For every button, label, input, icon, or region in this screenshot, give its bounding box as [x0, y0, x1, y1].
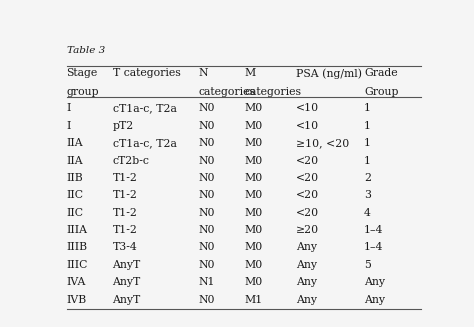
- Text: 5: 5: [364, 260, 371, 270]
- Text: cT1a-c, T2a: cT1a-c, T2a: [112, 138, 176, 148]
- Text: N0: N0: [199, 225, 215, 235]
- Text: cT2b-c: cT2b-c: [112, 156, 149, 165]
- Text: N0: N0: [199, 190, 215, 200]
- Text: cT1a-c, T2a: cT1a-c, T2a: [112, 103, 176, 113]
- Text: M0: M0: [245, 208, 263, 218]
- Text: M0: M0: [245, 173, 263, 183]
- Text: 1: 1: [364, 103, 371, 113]
- Text: M0: M0: [245, 277, 263, 287]
- Text: 2: 2: [364, 173, 371, 183]
- Text: ≥10, <20: ≥10, <20: [296, 138, 349, 148]
- Text: N0: N0: [199, 295, 215, 304]
- Text: IIA: IIA: [66, 156, 83, 165]
- Text: 3: 3: [364, 190, 371, 200]
- Text: 1–4: 1–4: [364, 225, 383, 235]
- Text: <10: <10: [296, 121, 319, 131]
- Text: IVA: IVA: [66, 277, 86, 287]
- Text: PSA (ng/ml): PSA (ng/ml): [296, 68, 362, 79]
- Text: Group: Group: [364, 87, 399, 97]
- Text: M0: M0: [245, 156, 263, 165]
- Text: AnyT: AnyT: [112, 295, 141, 304]
- Text: 1–4: 1–4: [364, 242, 383, 252]
- Text: IIIB: IIIB: [66, 242, 88, 252]
- Text: AnyT: AnyT: [112, 260, 141, 270]
- Text: 4: 4: [364, 208, 371, 218]
- Text: Any: Any: [296, 242, 317, 252]
- Text: <20: <20: [296, 208, 319, 218]
- Text: <20: <20: [296, 190, 319, 200]
- Text: N0: N0: [199, 103, 215, 113]
- Text: N0: N0: [199, 121, 215, 131]
- Text: ≥20: ≥20: [296, 225, 319, 235]
- Text: T3-4: T3-4: [112, 242, 137, 252]
- Text: T1-2: T1-2: [112, 173, 137, 183]
- Text: N0: N0: [199, 242, 215, 252]
- Text: 1: 1: [364, 121, 371, 131]
- Text: IIIA: IIIA: [66, 225, 88, 235]
- Text: 1: 1: [364, 138, 371, 148]
- Text: M0: M0: [245, 225, 263, 235]
- Text: T1-2: T1-2: [112, 225, 137, 235]
- Text: Any: Any: [296, 260, 317, 270]
- Text: categories: categories: [245, 87, 302, 97]
- Text: N0: N0: [199, 208, 215, 218]
- Text: Any: Any: [296, 277, 317, 287]
- Text: N1: N1: [199, 277, 215, 287]
- Text: <10: <10: [296, 103, 319, 113]
- Text: Stage: Stage: [66, 68, 98, 78]
- Text: I: I: [66, 121, 71, 131]
- Text: T1-2: T1-2: [112, 190, 137, 200]
- Text: pT2: pT2: [112, 121, 134, 131]
- Text: M0: M0: [245, 138, 263, 148]
- Text: N0: N0: [199, 260, 215, 270]
- Text: Any: Any: [364, 295, 385, 304]
- Text: IIIC: IIIC: [66, 260, 88, 270]
- Text: group: group: [66, 87, 99, 97]
- Text: N0: N0: [199, 173, 215, 183]
- Text: M: M: [245, 68, 256, 78]
- Text: Any: Any: [364, 277, 385, 287]
- Text: IIC: IIC: [66, 208, 83, 218]
- Text: N: N: [199, 68, 209, 78]
- Text: IIA: IIA: [66, 138, 83, 148]
- Text: <20: <20: [296, 173, 319, 183]
- Text: IVB: IVB: [66, 295, 87, 304]
- Text: categories: categories: [199, 87, 256, 97]
- Text: Table 3: Table 3: [66, 45, 105, 55]
- Text: N0: N0: [199, 156, 215, 165]
- Text: M0: M0: [245, 260, 263, 270]
- Text: IIC: IIC: [66, 190, 83, 200]
- Text: IIB: IIB: [66, 173, 83, 183]
- Text: M0: M0: [245, 190, 263, 200]
- Text: T categories: T categories: [112, 68, 180, 78]
- Text: N0: N0: [199, 138, 215, 148]
- Text: Any: Any: [296, 295, 317, 304]
- Text: M1: M1: [245, 295, 263, 304]
- Text: 1: 1: [364, 156, 371, 165]
- Text: I: I: [66, 103, 71, 113]
- Text: M0: M0: [245, 121, 263, 131]
- Text: AnyT: AnyT: [112, 277, 141, 287]
- Text: M0: M0: [245, 242, 263, 252]
- Text: <20: <20: [296, 156, 319, 165]
- Text: M0: M0: [245, 103, 263, 113]
- Text: Grade: Grade: [364, 68, 398, 78]
- Text: T1-2: T1-2: [112, 208, 137, 218]
